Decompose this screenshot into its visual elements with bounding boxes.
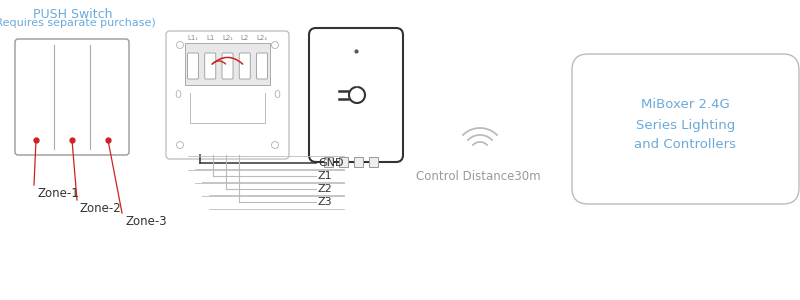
Bar [354, 157, 363, 167]
Circle shape [271, 142, 278, 148]
Text: 0: 0 [174, 90, 182, 100]
FancyBboxPatch shape [15, 39, 129, 155]
Text: MiBoxer 2.4G
Series Lighting
and Controllers: MiBoxer 2.4G Series Lighting and Control… [634, 98, 737, 152]
Bar [324, 157, 333, 167]
Text: Control Distance30m: Control Distance30m [416, 170, 540, 183]
FancyBboxPatch shape [572, 54, 799, 204]
FancyBboxPatch shape [257, 53, 267, 79]
FancyBboxPatch shape [309, 28, 403, 162]
Text: PUSH Switch: PUSH Switch [34, 8, 113, 21]
Bar [185, 43, 270, 85]
Text: L2₁: L2₁ [222, 35, 233, 41]
Text: Z3: Z3 [318, 197, 333, 207]
Bar [339, 157, 348, 167]
Circle shape [177, 142, 183, 148]
Circle shape [271, 41, 278, 49]
Text: 0: 0 [274, 90, 281, 100]
Text: Z1: Z1 [318, 171, 333, 181]
Text: Zone-2: Zone-2 [80, 202, 122, 215]
Text: L1₁: L1₁ [187, 35, 198, 41]
Text: (Requires separate purchase): (Requires separate purchase) [0, 18, 155, 28]
Text: Z2: Z2 [318, 184, 333, 194]
Text: L2: L2 [241, 35, 249, 41]
Text: Zone-1: Zone-1 [37, 187, 78, 200]
FancyBboxPatch shape [166, 31, 289, 159]
Text: L1: L1 [206, 35, 214, 41]
FancyBboxPatch shape [205, 53, 216, 79]
Text: L2₂: L2₂ [257, 35, 267, 41]
FancyBboxPatch shape [239, 53, 250, 79]
Text: GND: GND [318, 158, 343, 168]
Circle shape [177, 41, 183, 49]
FancyBboxPatch shape [222, 53, 233, 79]
FancyBboxPatch shape [187, 53, 198, 79]
Text: Zone-3: Zone-3 [125, 215, 166, 228]
Bar [369, 157, 378, 167]
